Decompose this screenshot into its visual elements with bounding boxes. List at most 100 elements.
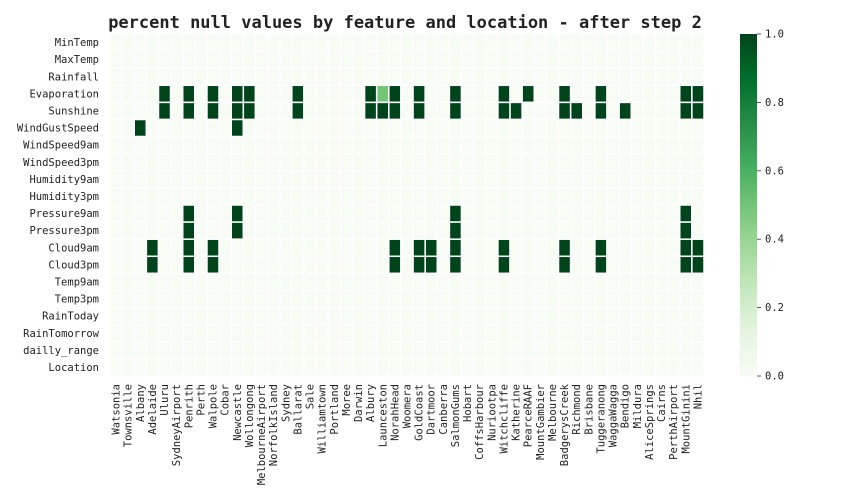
heatmap-cell: [412, 204, 426, 223]
heatmap-cell: [485, 289, 499, 309]
heatmap-cell: [291, 101, 305, 121]
heatmap-cell: [545, 358, 560, 377]
heatmap-cell: [618, 118, 633, 138]
heatmap-cell: [254, 187, 269, 206]
heatmap-cell: [133, 289, 148, 309]
heatmap-cell: [569, 152, 584, 172]
heatmap-cell: [630, 84, 645, 104]
heatmap-cell: [472, 204, 487, 223]
x-tick-label: Walpole: [208, 384, 220, 428]
heatmap-cell: [242, 187, 257, 206]
heatmap-cell: [497, 358, 511, 377]
heatmap-cell: [291, 152, 305, 172]
heatmap-cell: [582, 135, 596, 155]
heatmap-cell: [242, 255, 257, 275]
heatmap-cell: [666, 289, 681, 309]
heatmap-cell: [278, 187, 293, 206]
heatmap-cell: [472, 221, 487, 240]
heatmap-cell: [339, 67, 354, 87]
heatmap-cell: [363, 187, 378, 206]
heatmap-cell: [242, 272, 257, 292]
heatmap-cell: [327, 84, 342, 104]
heatmap-cell: [230, 84, 245, 104]
heatmap-cell: [557, 101, 572, 121]
heatmap-cell: [109, 187, 123, 206]
heatmap-cell: [363, 33, 378, 52]
heatmap-cell: [594, 306, 608, 326]
heatmap-cell: [497, 84, 511, 104]
heatmap-cell: [303, 67, 317, 87]
x-tick-label: Tuggeranong: [595, 384, 607, 454]
heatmap-cell: [485, 135, 499, 155]
heatmap-cell: [375, 289, 390, 309]
heatmap-cell: [460, 135, 475, 155]
heatmap-cell: [509, 118, 523, 138]
heatmap-cell: [157, 50, 172, 69]
heatmap-cell: [242, 84, 257, 104]
heatmap-cell: [545, 170, 560, 189]
heatmap-cell: [315, 204, 329, 223]
heatmap-cell: [327, 221, 342, 240]
heatmap-cell: [254, 152, 269, 172]
heatmap-cell: [109, 50, 123, 69]
heatmap-cell: [278, 323, 293, 343]
heatmap-cell: [691, 221, 705, 240]
heatmap-cell: [533, 358, 548, 377]
colorbar-tick-label: 1.0: [765, 29, 784, 41]
heatmap-cell: [606, 67, 620, 87]
heatmap-cell: [315, 272, 329, 292]
x-tick-label: Woomera: [402, 384, 414, 428]
heatmap-cell: [606, 306, 620, 326]
heatmap-cell: [509, 238, 523, 258]
heatmap-cell: [679, 204, 693, 223]
heatmap-cell: [569, 221, 584, 240]
heatmap-cell: [242, 50, 257, 69]
heatmap-cell: [133, 187, 148, 206]
heatmap-cell: [278, 50, 293, 69]
heatmap-cell: [569, 187, 584, 206]
y-tick-label: Sunshine: [48, 105, 99, 117]
heatmap-cell: [206, 255, 220, 275]
heatmap-cell: [485, 306, 499, 326]
heatmap-cell: [569, 204, 584, 223]
heatmap-cell: [460, 255, 475, 275]
heatmap-cell: [181, 289, 196, 309]
heatmap-cell: [630, 135, 645, 155]
heatmap-cell: [303, 221, 317, 240]
heatmap-cell: [642, 255, 657, 275]
heatmap-cell: [582, 358, 596, 377]
heatmap-cell: [400, 221, 414, 240]
heatmap-cell: [375, 118, 390, 138]
heatmap-cell: [339, 255, 354, 275]
heatmap-cell: [606, 323, 620, 343]
heatmap-cell: [400, 255, 414, 275]
heatmap-cell: [133, 50, 148, 69]
heatmap-cell: [254, 135, 269, 155]
heatmap-cell: [266, 204, 281, 223]
heatmap-cell: [412, 306, 426, 326]
heatmap-cell: [339, 323, 354, 343]
heatmap-cell: [436, 33, 451, 52]
heatmap-cell: [351, 272, 366, 292]
heatmap-cell: [521, 152, 536, 172]
heatmap-cell: [388, 204, 402, 223]
heatmap-cell: [557, 272, 572, 292]
heatmap-cell: [630, 289, 645, 309]
heatmap-cell: [218, 67, 232, 87]
heatmap-cell: [375, 204, 390, 223]
heatmap-cell: [582, 33, 596, 52]
heatmap-cell: [594, 170, 608, 189]
heatmap-cell: [327, 67, 342, 87]
heatmap-cell: [157, 323, 172, 343]
heatmap-cell: [109, 289, 123, 309]
heatmap-cell: [472, 33, 487, 52]
heatmap-cell: [230, 341, 245, 360]
heatmap-cell: [691, 33, 705, 52]
heatmap-cell: [679, 33, 693, 52]
heatmap-cell: [303, 289, 317, 309]
heatmap-cell: [242, 289, 257, 309]
heatmap-cell: [109, 238, 123, 258]
heatmap-cell: [291, 187, 305, 206]
heatmap-cell: [109, 341, 123, 360]
y-tick-label: Pressure9am: [29, 208, 99, 220]
